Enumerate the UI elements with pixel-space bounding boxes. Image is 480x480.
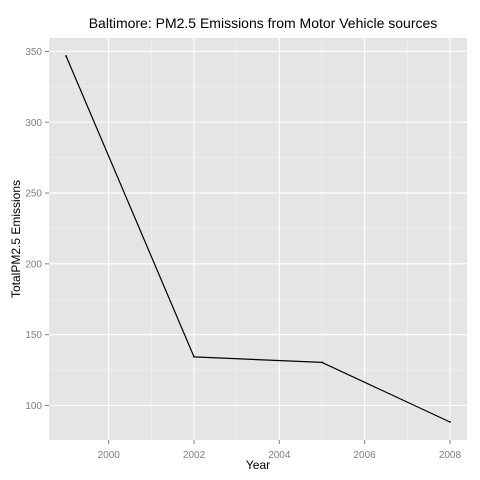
y-tick-label-0: 100 — [25, 401, 42, 412]
x-tick-label-0: 2000 — [98, 450, 121, 461]
data-point-1 — [193, 355, 195, 358]
x-tick-label-4: 2008 — [439, 450, 462, 461]
series-layer — [65, 55, 451, 423]
y-tick-label-4: 300 — [25, 118, 42, 129]
x-axis-ticks: 2000 2002 2004 2006 2008 — [98, 440, 462, 461]
data-point-2 — [321, 361, 323, 364]
series-line — [65, 55, 451, 423]
chart-title: Baltimore: PM2.5 Emissions from Motor Ve… — [89, 15, 438, 31]
x-axis-title: Year — [246, 458, 270, 472]
y-tick-label-1: 150 — [25, 330, 42, 341]
data-point-0 — [65, 55, 67, 57]
data-point-3 — [449, 421, 451, 423]
x-tick-label-3: 2006 — [354, 450, 377, 461]
major-grid — [49, 38, 467, 440]
y-axis-ticks: 100 150 200 250 300 350 — [25, 47, 49, 412]
y-tick-label-5: 350 — [25, 47, 42, 58]
plot-panel — [49, 38, 467, 440]
y-tick-label-3: 250 — [25, 189, 42, 200]
x-tick-label-1: 2002 — [183, 450, 206, 461]
minor-grid — [49, 38, 467, 440]
y-tick-label-2: 200 — [25, 259, 42, 270]
y-axis-title: TotalPM2.5 Emissions — [9, 180, 23, 298]
x-tick-label-2: 2004 — [268, 450, 291, 461]
